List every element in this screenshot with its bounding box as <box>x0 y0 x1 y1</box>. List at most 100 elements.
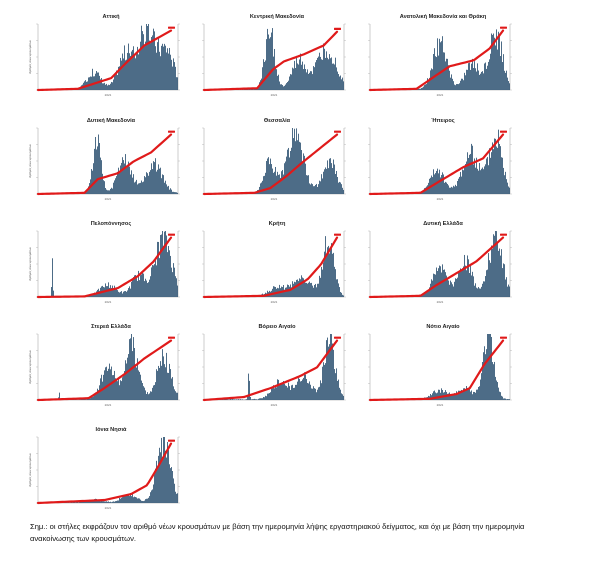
daily-cases-bar <box>443 269 444 297</box>
daily-cases-bar <box>131 496 132 503</box>
daily-cases-bar <box>296 55 297 90</box>
daily-cases-bar <box>97 146 98 194</box>
daily-cases-bar <box>264 61 265 90</box>
daily-cases-bar <box>340 75 341 90</box>
footnote: Σημ.: οι στήλες εκφράζουν τον αριθμό νέω… <box>30 522 525 543</box>
daily-cases-bar <box>332 343 333 400</box>
daily-cases-bar <box>89 398 90 400</box>
daily-cases-bar <box>487 157 488 194</box>
daily-cases-bar <box>149 496 150 503</box>
daily-cases-bar <box>422 295 423 297</box>
region-chart-panel: Κεντρική Μακεδονία 2021 <box>194 14 360 114</box>
daily-cases-bar <box>143 386 144 400</box>
daily-cases-bar <box>342 187 343 194</box>
daily-cases-bar <box>135 275 136 297</box>
daily-cases-bar <box>474 61 475 90</box>
daily-cases-bar <box>501 157 502 194</box>
daily-cases-bar <box>159 367 160 400</box>
daily-cases-bar <box>110 188 111 194</box>
daily-cases-bar <box>474 391 475 400</box>
cumulative-cases-line <box>368 339 505 402</box>
daily-cases-bar <box>337 380 338 400</box>
daily-cases-bar <box>152 35 153 90</box>
daily-cases-bar <box>167 48 168 90</box>
daily-cases-bar <box>332 168 333 194</box>
daily-cases-bar <box>486 68 487 90</box>
daily-cases-bar <box>268 34 269 90</box>
daily-cases-bar <box>461 176 462 194</box>
daily-cases-bar <box>441 272 442 297</box>
daily-cases-bar <box>176 493 177 503</box>
daily-cases-bar <box>101 500 102 503</box>
daily-cases-bar <box>450 280 451 297</box>
daily-cases-bar <box>264 175 265 194</box>
daily-cases-bar <box>238 399 239 400</box>
daily-cases-bar <box>249 380 250 400</box>
daily-cases-bar <box>469 387 470 400</box>
daily-cases-bar <box>96 392 97 400</box>
daily-cases-bar <box>140 499 141 503</box>
daily-cases-bar <box>340 389 341 400</box>
chart-svg: 2021 <box>202 230 346 304</box>
daily-cases-bar <box>435 392 436 400</box>
daily-cases-bar <box>119 292 120 297</box>
daily-cases-bar <box>124 494 125 503</box>
daily-cases-bar <box>289 286 290 297</box>
region-chart-panel: Κρήτη 2021 <box>194 221 360 321</box>
daily-cases-bar <box>471 390 472 400</box>
daily-cases-bar <box>488 61 489 90</box>
daily-cases-bar <box>142 182 143 194</box>
daily-cases-bar <box>112 285 113 297</box>
daily-cases-bar <box>140 182 141 194</box>
daily-cases-bar <box>146 498 147 503</box>
daily-cases-bar <box>157 370 158 400</box>
daily-cases-bar <box>498 31 499 90</box>
daily-cases-bar <box>275 67 276 90</box>
daily-cases-bar <box>271 388 272 400</box>
daily-cases-bar <box>166 235 167 297</box>
daily-cases-bar <box>451 186 452 194</box>
daily-cases-bar <box>496 29 497 90</box>
daily-cases-bar <box>125 291 126 297</box>
daily-cases-bar <box>127 164 128 194</box>
daily-cases-bar <box>143 181 144 194</box>
daily-cases-bar <box>168 372 169 400</box>
daily-cases-bar <box>483 352 484 400</box>
daily-cases-bar <box>289 386 290 400</box>
daily-cases-bar <box>53 290 54 297</box>
daily-cases-bar <box>117 75 118 90</box>
daily-cases-bar <box>457 393 458 400</box>
daily-cases-bar <box>305 374 306 400</box>
daily-cases-bar <box>98 390 99 400</box>
x-axis-label: 2021 <box>105 300 112 304</box>
daily-cases-bar <box>150 492 151 503</box>
daily-cases-bar <box>103 501 104 503</box>
daily-cases-bar <box>154 471 155 503</box>
daily-cases-bar <box>303 278 304 297</box>
cumulative-end-label <box>334 130 341 133</box>
daily-cases-bar <box>324 169 325 194</box>
daily-cases-bar <box>162 456 163 503</box>
daily-cases-bar <box>310 71 311 90</box>
daily-cases-bar <box>130 55 131 90</box>
daily-cases-bar <box>98 134 99 194</box>
daily-cases-bar <box>59 392 60 400</box>
daily-cases-bar <box>475 392 476 400</box>
daily-cases-bar <box>153 484 154 503</box>
daily-cases-bar <box>155 468 156 503</box>
daily-cases-bar <box>438 173 439 194</box>
daily-cases-bar <box>133 174 134 194</box>
daily-cases-bar <box>89 77 90 90</box>
daily-cases-bar <box>166 352 167 400</box>
daily-cases-bar <box>500 56 501 90</box>
daily-cases-bar <box>432 69 433 90</box>
daily-cases-bar <box>272 168 273 194</box>
daily-cases-bar <box>336 279 337 297</box>
daily-cases-bar <box>497 147 498 194</box>
daily-cases-bar <box>144 500 145 503</box>
daily-cases-bar <box>226 399 227 400</box>
daily-cases-bar <box>122 53 123 90</box>
daily-cases-bar <box>150 276 151 297</box>
daily-cases-bar <box>147 498 148 503</box>
daily-cases-bar <box>156 265 157 297</box>
